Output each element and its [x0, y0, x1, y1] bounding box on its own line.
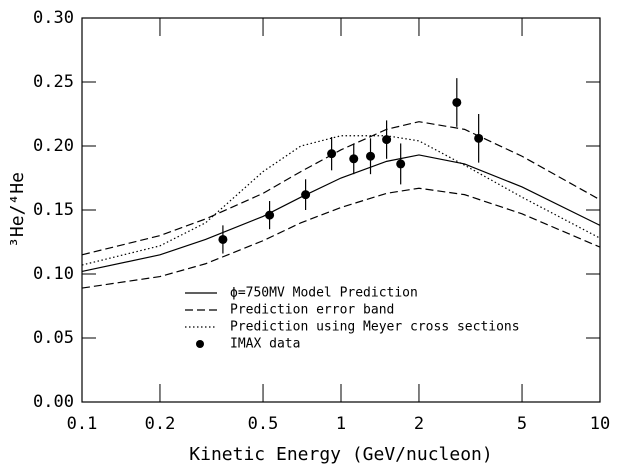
x-tick-label: 10 — [590, 414, 610, 434]
data-point — [265, 210, 275, 220]
legend-label: ϕ=750MV Model Prediction — [230, 286, 418, 301]
y-tick-label: 0.15 — [33, 200, 74, 220]
y-tick-label: 0.05 — [33, 328, 74, 348]
data-point — [474, 133, 484, 143]
y-tick-label: 0.25 — [33, 72, 74, 92]
y-tick-label: 0.10 — [33, 264, 74, 284]
data-point — [452, 97, 462, 107]
y-tick-label: 0.00 — [33, 392, 74, 412]
x-tick-label: 5 — [517, 414, 527, 434]
legend-label: IMAX data — [230, 337, 300, 352]
x-axis-label: Kinetic Energy (GeV/nucleon) — [189, 444, 492, 465]
data-point — [218, 234, 228, 244]
y-axis-label: ³He/⁴He — [7, 172, 28, 248]
data-point — [382, 135, 392, 145]
data-point — [396, 159, 406, 169]
x-tick-label: 0.1 — [67, 414, 98, 434]
curve — [81, 135, 601, 266]
legend-label: Prediction error band — [230, 303, 394, 318]
y-tick-label: 0.30 — [33, 8, 74, 28]
data-point — [366, 151, 376, 161]
x-tick-label: 2 — [414, 414, 424, 434]
x-tick-label: 0.5 — [248, 414, 279, 434]
curve — [81, 154, 601, 273]
data-point — [327, 149, 337, 159]
curve — [81, 121, 601, 256]
x-tick-label: 0.2 — [145, 414, 176, 434]
plot-frame — [81, 17, 601, 403]
legend-label: Prediction using Meyer cross sections — [230, 320, 520, 335]
data-point — [301, 190, 311, 200]
x-tick-label: 1 — [336, 414, 346, 434]
legend-marker — [196, 340, 204, 348]
y-tick-label: 0.20 — [33, 136, 74, 156]
curve-lower — [81, 187, 601, 289]
data-point — [349, 154, 359, 164]
